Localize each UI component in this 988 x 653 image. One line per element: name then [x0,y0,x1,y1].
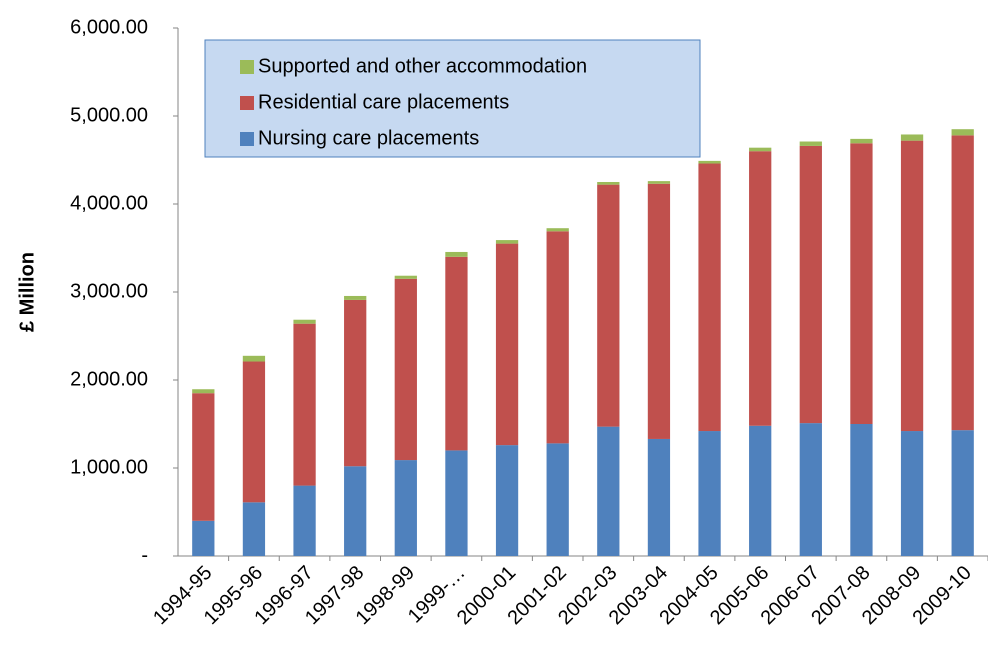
bar-segment [951,129,974,136]
bar-segment [951,135,974,431]
bar-segment [546,443,569,556]
bar-segment [647,183,671,439]
bar-segment [192,520,215,556]
bar-segment [900,140,924,432]
bar-segment [445,251,468,257]
bar-segment [799,145,822,424]
bar-segment [900,134,924,141]
y-tick-label: 3,000.00 [70,280,148,302]
y-axis-label: £ Million [16,252,38,332]
y-tick-label: 4,000.00 [70,192,148,214]
bar-segment [850,138,873,144]
legend-label: Nursing care placements [258,127,479,149]
bar-segment [445,450,468,556]
legend-swatch [240,132,254,146]
bar-segment [242,361,266,503]
bar-segment [749,151,772,426]
bar-segment [951,430,974,556]
bar-segment [242,355,266,362]
bar-segment [698,431,721,556]
bar-segment [293,485,316,556]
bar-segment [344,466,367,556]
bar-segment [647,438,671,556]
y-tick-label: 5,000.00 [70,104,148,126]
bar-segment [344,299,367,467]
y-tick-label: - [141,544,148,566]
bar-segment [546,228,569,232]
bar-segment [546,231,569,444]
bar-segment [192,389,215,394]
bar-segment [445,256,468,451]
legend-label: Residential care placements [258,91,509,113]
bar-segment [900,431,924,556]
y-tick-label: 6,000.00 [70,16,148,38]
bar-segment [597,426,620,556]
bar-segment [495,243,519,446]
bar-segment [799,423,822,556]
bar-segment [394,278,417,461]
bar-segment [698,160,721,164]
bar-segment [850,143,873,424]
bar-segment [698,163,721,432]
bar-segment [749,425,772,556]
bar-segment [394,275,417,279]
legend-swatch [240,96,254,110]
bar-segment [192,393,215,521]
bar-segment [799,141,822,146]
bar-segment [749,147,772,152]
legend-swatch [240,60,254,74]
bar-segment [344,295,367,300]
legend: Supported and other accommodation Residen… [204,39,701,158]
bar-segment [495,445,519,556]
bar-segment [293,319,316,324]
bar-segment [647,181,671,184]
y-tick-label: 1,000.00 [70,456,148,478]
bar-segment [293,323,316,486]
bar-segment [597,182,620,185]
bar-segment [597,184,620,427]
bar-segment [850,424,873,556]
legend-label: Supported and other accommodation [258,55,587,77]
y-tick-label: 2,000.00 [70,368,148,390]
legend-box [204,39,701,158]
bar-segment [394,460,417,556]
bar-segment [495,240,519,244]
bar-segment [242,502,266,556]
